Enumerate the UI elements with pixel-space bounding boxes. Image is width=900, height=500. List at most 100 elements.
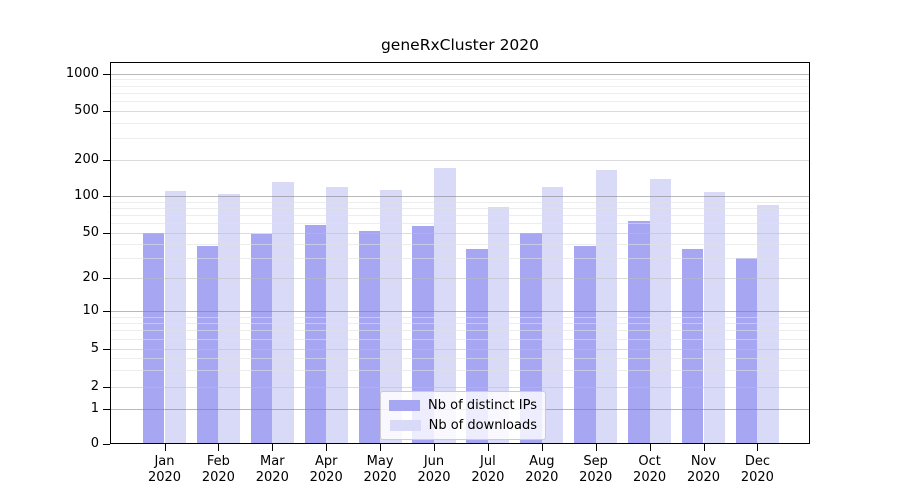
x-tick-label: Aug 2020 bbox=[510, 454, 574, 485]
gridline bbox=[110, 233, 810, 234]
bar-downloads bbox=[272, 182, 294, 444]
y-tick-label: 0 bbox=[90, 436, 99, 451]
x-tick-month: Jan bbox=[154, 454, 175, 469]
legend-item-distinct-ips: Nb of distinct IPs bbox=[387, 398, 537, 413]
y-tick-label: 5 bbox=[90, 340, 99, 356]
bar-downloads bbox=[487, 207, 510, 444]
x-tick-label: Sep 2020 bbox=[564, 454, 628, 485]
y-tick-label: 50 bbox=[82, 225, 99, 240]
gridline bbox=[110, 79, 810, 81]
bar-downloads bbox=[757, 204, 779, 444]
bar-distinct-ips bbox=[196, 246, 219, 444]
x-tick-mark bbox=[434, 444, 435, 451]
x-tick-month: Oct bbox=[638, 454, 661, 469]
x-tick-mark bbox=[541, 444, 543, 451]
x-tick-month: Sep bbox=[583, 454, 608, 469]
legend-swatch-distinct-ips bbox=[389, 400, 421, 411]
x-tick-year: 2020 bbox=[471, 469, 505, 485]
y-tick-mark bbox=[103, 311, 110, 312]
x-tick-month: Nov bbox=[690, 454, 717, 469]
bar-distinct-ips bbox=[412, 226, 434, 444]
y-tick-mark bbox=[103, 408, 110, 410]
x-tick-year: 2020 bbox=[686, 469, 721, 485]
x-tick-mark bbox=[703, 444, 705, 451]
y-tick-mark bbox=[103, 278, 110, 279]
x-tick-year: 2020 bbox=[147, 469, 182, 485]
chart-title: geneRxCluster 2020 bbox=[380, 36, 540, 54]
x-tick-year: 2020 bbox=[740, 469, 774, 485]
x-tick-label: Jan 2020 bbox=[133, 454, 197, 485]
x-tick-label: Jul 2020 bbox=[456, 454, 520, 485]
x-tick-label: Apr 2020 bbox=[294, 454, 358, 485]
gridline bbox=[110, 223, 810, 225]
bar-distinct-ips bbox=[735, 258, 758, 444]
bar-downloads bbox=[326, 186, 348, 444]
y-tick-mark bbox=[103, 233, 110, 234]
bar-distinct-ips bbox=[142, 233, 165, 444]
bar-distinct-ips bbox=[681, 249, 704, 444]
gridline bbox=[110, 160, 810, 161]
x-tick-mark bbox=[595, 444, 597, 451]
x-tick-label: Dec 2020 bbox=[725, 454, 789, 485]
legend: Nb of distinct IPs Nb of downloads bbox=[380, 391, 546, 440]
gridline bbox=[110, 122, 810, 124]
y-tick-label: 10 bbox=[82, 303, 99, 318]
y-tick-mark bbox=[103, 348, 110, 350]
gridline bbox=[110, 278, 810, 279]
y-tick-label: 500 bbox=[74, 103, 99, 118]
x-tick-label: Feb 2020 bbox=[186, 454, 250, 485]
x-tick-mark bbox=[272, 444, 274, 451]
x-tick-month: Aug bbox=[529, 454, 555, 469]
x-tick-label: Nov 2020 bbox=[672, 454, 736, 485]
bar-downloads bbox=[218, 193, 240, 444]
x-tick-label: Mar 2020 bbox=[240, 454, 304, 485]
bar-downloads bbox=[595, 169, 618, 444]
y-tick-mark bbox=[103, 444, 110, 445]
gridline bbox=[110, 369, 810, 371]
legend-label-distinct-ips: Nb of distinct IPs bbox=[428, 398, 537, 413]
x-tick-month: Mar bbox=[260, 454, 285, 469]
y-tick-mark bbox=[103, 160, 110, 161]
x-tick-year: 2020 bbox=[633, 469, 667, 485]
x-tick-month: Dec bbox=[744, 454, 770, 469]
gridline bbox=[110, 138, 810, 140]
x-tick-mark bbox=[487, 444, 489, 451]
y-tick-mark bbox=[103, 196, 110, 197]
gridline bbox=[110, 258, 810, 260]
x-tick-month: Jul bbox=[480, 454, 496, 469]
x-tick-label: Jun 2020 bbox=[402, 454, 466, 485]
legend-swatch-downloads bbox=[389, 420, 421, 431]
gridline bbox=[110, 348, 810, 350]
y-tick-label: 1 bbox=[90, 400, 99, 416]
gridline bbox=[110, 311, 810, 312]
bar-downloads bbox=[541, 186, 564, 444]
gridline bbox=[110, 201, 810, 203]
gridline bbox=[110, 386, 810, 388]
x-tick-month: Apr bbox=[314, 454, 338, 469]
gridline bbox=[110, 196, 810, 197]
y-tick-mark bbox=[103, 386, 110, 388]
gridline bbox=[110, 316, 810, 318]
gridline bbox=[110, 215, 810, 217]
y-tick-label: 20 bbox=[82, 270, 99, 285]
x-tick-label: May 2020 bbox=[348, 454, 412, 485]
gridline bbox=[110, 101, 810, 103]
y-tick-label: 2 bbox=[90, 378, 99, 394]
x-tick-label: Oct 2020 bbox=[618, 454, 682, 485]
x-tick-mark bbox=[326, 444, 328, 451]
x-tick-month: Feb bbox=[206, 454, 230, 469]
x-tick-month: May bbox=[366, 454, 394, 469]
y-tick-label: 100 bbox=[74, 188, 99, 203]
gridline bbox=[110, 207, 810, 209]
y-tick-label: 1000 bbox=[65, 65, 99, 81]
gridline bbox=[110, 85, 810, 87]
bar-downloads bbox=[703, 192, 726, 444]
gridline bbox=[110, 243, 810, 245]
bar-distinct-ips bbox=[304, 225, 327, 444]
gridline bbox=[110, 330, 810, 332]
y-tick-mark bbox=[103, 73, 110, 75]
gridline bbox=[110, 323, 810, 325]
x-tick-mark bbox=[649, 444, 651, 451]
x-tick-year: 2020 bbox=[363, 469, 397, 485]
